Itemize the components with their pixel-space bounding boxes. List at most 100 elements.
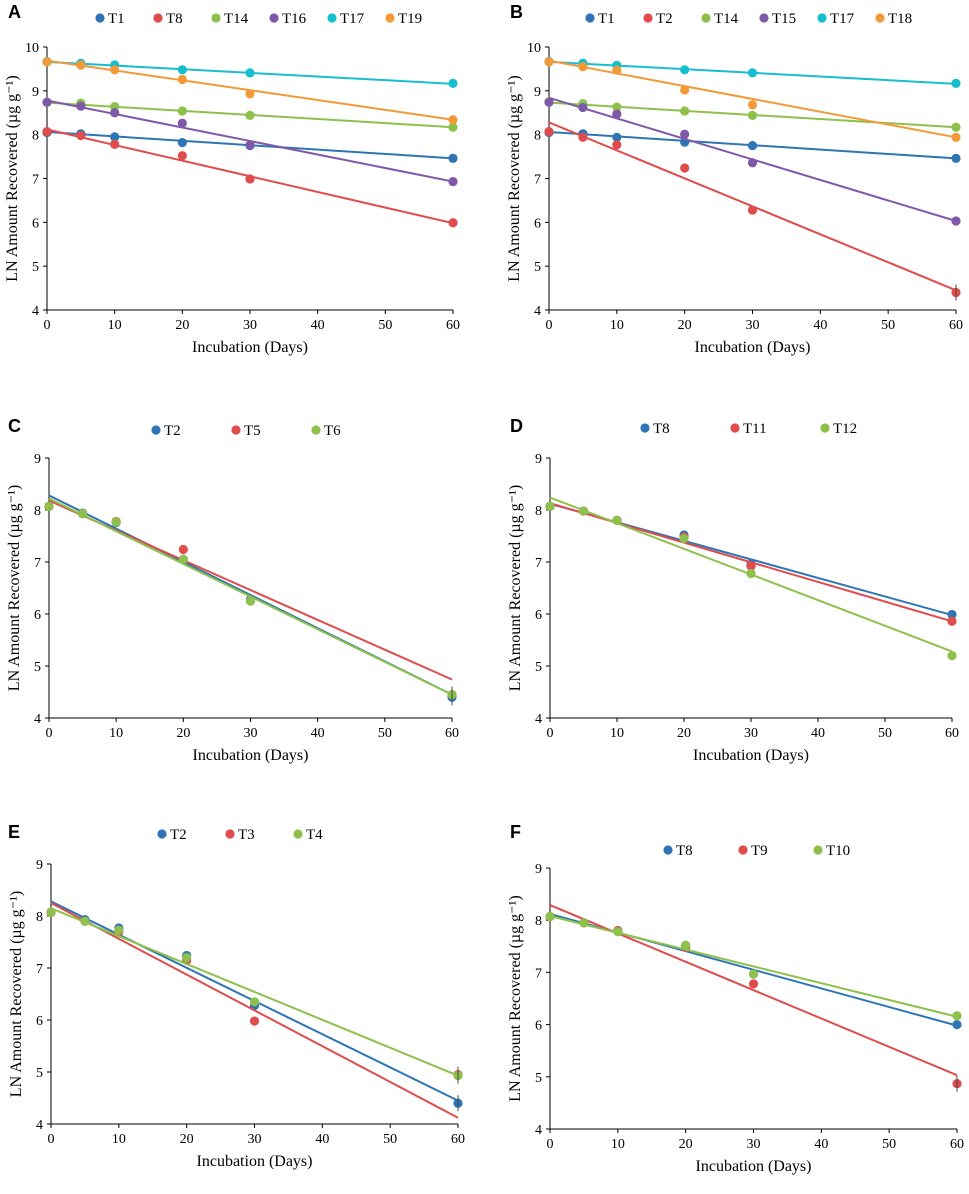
data-point — [448, 218, 458, 228]
legend-label: T8 — [676, 843, 693, 859]
panel-letter: B — [510, 2, 523, 22]
legend-label: T2 — [164, 423, 181, 439]
legend-marker — [759, 13, 769, 23]
x-tick-label: 10 — [610, 726, 624, 741]
series-t2 — [544, 121, 961, 298]
x-tick-label: 20 — [180, 1132, 194, 1147]
x-axis-title: Incubation (Days) — [693, 747, 809, 764]
data-point — [747, 100, 758, 110]
y-tick-label: 8 — [32, 129, 39, 144]
chart-panel-a: A 0 10 20 30 40 50 60 4 5 6 7 8 9 10 Incubation (Days) L… — [4, 2, 460, 356]
legend-label: T5 — [244, 423, 261, 439]
x-tick-label: 0 — [46, 726, 53, 741]
y-tick-label: 7 — [535, 966, 542, 981]
data-point — [42, 97, 52, 107]
legend-label: T4 — [306, 827, 323, 843]
data-point — [76, 101, 86, 111]
legend-item-t4: T4 — [293, 827, 323, 843]
legend-label: T17 — [830, 11, 855, 27]
x-tick-label: 0 — [48, 1132, 55, 1147]
legend-item-t14: T14 — [701, 11, 739, 27]
data-point — [951, 122, 961, 132]
y-tick-label: 7 — [36, 962, 43, 977]
data-point — [613, 927, 623, 937]
x-tick-label: 10 — [112, 1132, 126, 1147]
trend-line — [50, 902, 459, 1119]
y-tick-label: 4 — [535, 1123, 542, 1138]
y-tick-label: 8 — [535, 504, 542, 519]
legend-marker — [269, 13, 279, 23]
legend-label: T14 — [224, 11, 249, 27]
data-point — [448, 78, 458, 88]
data-point — [448, 153, 458, 163]
y-tick-label: 6 — [535, 1019, 542, 1034]
legend-item-t1: T1 — [95, 11, 125, 27]
y-tick-label: 5 — [36, 1066, 43, 1081]
legend-label: T6 — [324, 423, 341, 439]
legend-label: T1 — [108, 11, 125, 27]
trend-line — [549, 915, 958, 1018]
x-tick-label: 30 — [243, 318, 257, 333]
legend-marker — [385, 13, 395, 23]
data-point — [544, 126, 554, 137]
series-t19 — [42, 57, 458, 125]
data-point — [245, 68, 255, 78]
data-point — [111, 517, 121, 527]
data-point — [612, 109, 622, 119]
legend-label: T10 — [826, 843, 850, 859]
legend-label: T2 — [170, 827, 187, 843]
panel-letter: C — [8, 416, 21, 436]
x-axis-title: Incubation (Days) — [192, 339, 308, 356]
legend-item-t15: T15 — [759, 11, 796, 27]
y-tick-label: 4 — [36, 1118, 43, 1133]
legend-marker — [663, 845, 673, 855]
legend-marker — [151, 425, 161, 435]
data-point — [110, 139, 120, 149]
data-point — [612, 132, 622, 142]
legend-label: T2 — [656, 11, 673, 27]
x-tick-label: 40 — [811, 726, 825, 741]
y-tick-label: 8 — [36, 910, 43, 925]
data-point — [544, 97, 554, 107]
legend-marker — [738, 845, 748, 855]
data-point — [177, 118, 187, 128]
data-point — [951, 153, 961, 163]
y-axis-title: LN Amount Recovered (µg g⁻¹) — [507, 895, 524, 1101]
data-point — [947, 616, 957, 626]
legend-label: T9 — [751, 843, 768, 859]
x-tick-label: 10 — [108, 318, 122, 333]
legend-item-t16: T16 — [269, 11, 307, 27]
legend-label: T1 — [598, 11, 615, 27]
data-point — [747, 110, 758, 120]
legend-marker — [701, 13, 711, 23]
data-point — [76, 130, 86, 141]
x-tick-label: 20 — [176, 726, 190, 741]
series-t4 — [46, 907, 463, 1081]
y-tick-label: 9 — [32, 85, 39, 100]
data-point — [951, 132, 961, 142]
x-axis-title: Incubation (Days) — [696, 1158, 812, 1175]
legend-label: T8 — [166, 11, 183, 27]
x-tick-label: 50 — [378, 318, 392, 333]
data-point — [245, 110, 255, 120]
y-tick-label: 4 — [32, 304, 39, 319]
data-point — [110, 132, 120, 142]
legend-marker — [730, 423, 740, 433]
y-tick-label: 9 — [36, 858, 43, 873]
series-t10 — [545, 911, 962, 1021]
legend-item-t17: T17 — [817, 11, 855, 27]
series-t18 — [544, 57, 961, 142]
data-point — [177, 106, 187, 116]
trend-line — [50, 907, 459, 1077]
legend-label: T19 — [398, 11, 422, 27]
y-tick-label: 7 — [34, 556, 41, 571]
data-point — [681, 940, 691, 950]
data-point — [746, 568, 756, 579]
data-point — [177, 65, 187, 75]
data-point — [747, 141, 758, 151]
y-tick-label: 5 — [34, 660, 41, 675]
y-tick-label: 8 — [535, 914, 542, 929]
y-tick-label: 4 — [34, 712, 41, 727]
data-point — [245, 174, 255, 184]
legend-marker — [813, 845, 823, 855]
